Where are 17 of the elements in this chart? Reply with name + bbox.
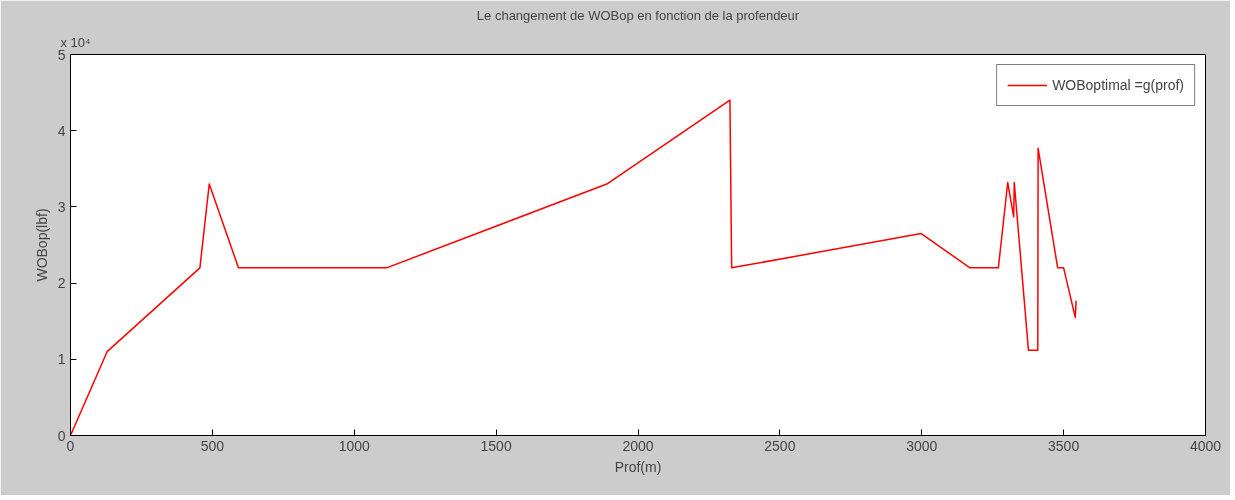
y-axis-title: WOBop(lbf) [33,208,50,282]
y-tick-label: 1 [57,351,66,368]
y-tick-label: 4 [57,122,66,139]
x-tick-label: 500 [200,437,225,454]
y-tick-label: 2 [57,275,66,292]
y-tick-label: 3 [57,198,66,215]
chart-title: Le changement de WOBop en fonction de la profendeur [476,7,800,23]
x-tick-label: 2000 [622,437,654,454]
line-series [70,99,1077,436]
x-tick-label: 3000 [906,437,938,454]
legend-label: WOBoptimal =g(prof) [1052,77,1184,93]
x-axis-title: Prof(m) [614,458,662,475]
x-tick-label: 4000 [1189,437,1222,454]
x-tick-label: 1000 [338,437,371,454]
x-tick-label: 3500 [1048,437,1080,454]
x-tick-label: 2500 [764,437,796,454]
x-tick-label: 1500 [480,437,512,454]
